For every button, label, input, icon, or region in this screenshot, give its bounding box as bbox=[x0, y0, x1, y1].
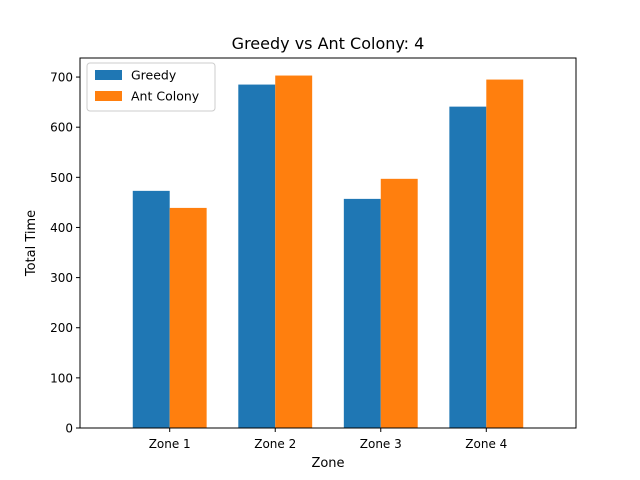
legend: Greedy Ant Colony bbox=[86, 62, 216, 112]
y-tick-label: 0 bbox=[65, 422, 73, 436]
y-tick-label: 400 bbox=[50, 221, 73, 235]
y-tick-label: 500 bbox=[50, 171, 73, 185]
y-tick-label: 200 bbox=[50, 321, 73, 335]
bar-greedy-4 bbox=[449, 106, 487, 428]
y-tick-label: 300 bbox=[50, 271, 73, 285]
y-axis-ticks: 0 100 200 300 400 500 600 700 bbox=[50, 71, 80, 436]
plot-frame bbox=[79, 57, 577, 429]
legend-swatch-ant-colony bbox=[95, 91, 122, 101]
bar-greedy-2 bbox=[238, 84, 276, 429]
legend-label-greedy: Greedy bbox=[131, 68, 177, 83]
bar-ant-colony-1 bbox=[169, 207, 207, 428]
x-axis-ticks: Zone 1 Zone 2 Zone 3 Zone 4 bbox=[149, 428, 507, 451]
bar-ant-colony-2 bbox=[275, 75, 313, 428]
x-tick-label: Zone 1 bbox=[149, 437, 191, 451]
x-tick-label: Zone 2 bbox=[254, 437, 296, 451]
chart-title: Greedy vs Ant Colony: 4 bbox=[232, 34, 425, 53]
bar-greedy-3 bbox=[343, 198, 381, 428]
bars-group bbox=[132, 75, 524, 429]
bar-ant-colony-3 bbox=[380, 178, 418, 428]
bar-greedy-1 bbox=[132, 190, 170, 428]
x-axis-label: Zone bbox=[311, 456, 344, 471]
x-tick-label: Zone 4 bbox=[465, 437, 507, 451]
y-axis-label: Total Time bbox=[24, 210, 39, 277]
y-tick-label: 600 bbox=[50, 121, 73, 135]
y-tick-label: 100 bbox=[50, 371, 73, 385]
x-tick-label: Zone 3 bbox=[360, 437, 402, 451]
legend-label-ant-colony: Ant Colony bbox=[131, 89, 200, 104]
legend-swatch-greedy bbox=[95, 70, 122, 80]
bar-ant-colony-4 bbox=[486, 79, 524, 429]
y-tick-label: 700 bbox=[50, 71, 73, 85]
